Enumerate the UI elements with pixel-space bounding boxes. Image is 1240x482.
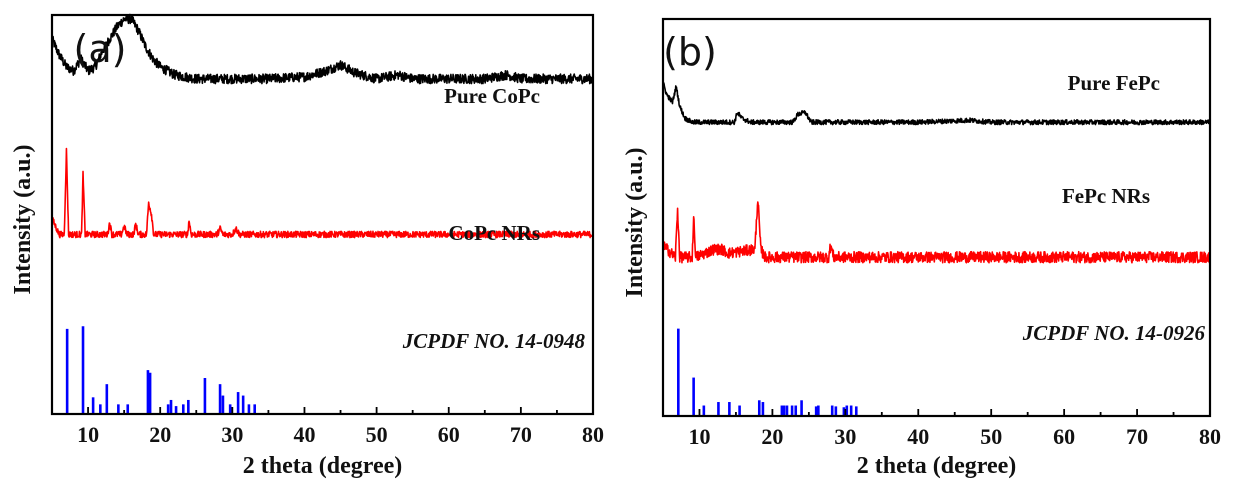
x-tick-label: 20 bbox=[761, 424, 783, 449]
x-tick-label: 30 bbox=[834, 424, 856, 449]
series-line-pure-copc bbox=[51, 13, 594, 85]
x-tick-label: 30 bbox=[221, 422, 243, 447]
series-line-fepc-nrs bbox=[662, 201, 1211, 264]
x-tick-label: 80 bbox=[1199, 424, 1221, 449]
y-axis-title: Intensity (a.u.) bbox=[10, 144, 36, 294]
stick-pattern-jcpdf-no-14-0948 bbox=[65, 326, 256, 414]
series-line-pure-fepc bbox=[662, 82, 1211, 126]
panel-label: (a) bbox=[74, 27, 127, 71]
series-label: JCPDF NO. 14-0948 bbox=[402, 329, 586, 353]
x-tick-label: 80 bbox=[582, 422, 604, 447]
x-tick-label: 50 bbox=[980, 424, 1002, 449]
x-axis: 10 20 30 40 50 60 70 80 bbox=[77, 407, 604, 447]
y-axis-title: Intensity (a.u.) bbox=[622, 147, 648, 297]
x-tick-label: 70 bbox=[1126, 424, 1148, 449]
x-tick-label: 60 bbox=[1053, 424, 1075, 449]
x-tick-label: 40 bbox=[293, 422, 315, 447]
x-tick-label: 70 bbox=[510, 422, 532, 447]
series-label: CoPc NRs bbox=[448, 221, 540, 245]
x-axis-title: 2 theta (degree) bbox=[857, 453, 1017, 479]
series-label: JCPDF NO. 14-0926 bbox=[1022, 321, 1206, 345]
x-tick-label: 60 bbox=[438, 422, 460, 447]
x-tick-label: 20 bbox=[149, 422, 171, 447]
x-axis: 10 20 30 40 50 60 70 80 bbox=[688, 409, 1221, 449]
x-tick-label: 10 bbox=[688, 424, 710, 449]
panel-b: Pure FePc FePc NRs JCPDF NO. 14-0926 10 20 30… bbox=[622, 17, 1221, 479]
panel-label: (b) bbox=[663, 30, 717, 74]
series-label: FePc NRs bbox=[1062, 184, 1150, 208]
series-label: Pure CoPc bbox=[444, 84, 540, 108]
stick-pattern-jcpdf-no-14-0926 bbox=[677, 328, 858, 416]
panel-a: Pure CoPc CoPc NRs JCPDF NO. 14-0948 10 20 30… bbox=[10, 13, 604, 479]
plot-frame bbox=[50, 13, 595, 416]
series-label: Pure FePc bbox=[1068, 71, 1160, 95]
x-tick-label: 50 bbox=[366, 422, 388, 447]
x-tick-label: 10 bbox=[77, 422, 99, 447]
plot-frame bbox=[661, 17, 1212, 418]
x-axis-title: 2 theta (degree) bbox=[243, 453, 403, 479]
series-line-copc-nrs bbox=[51, 147, 594, 239]
x-tick-label: 40 bbox=[907, 424, 929, 449]
